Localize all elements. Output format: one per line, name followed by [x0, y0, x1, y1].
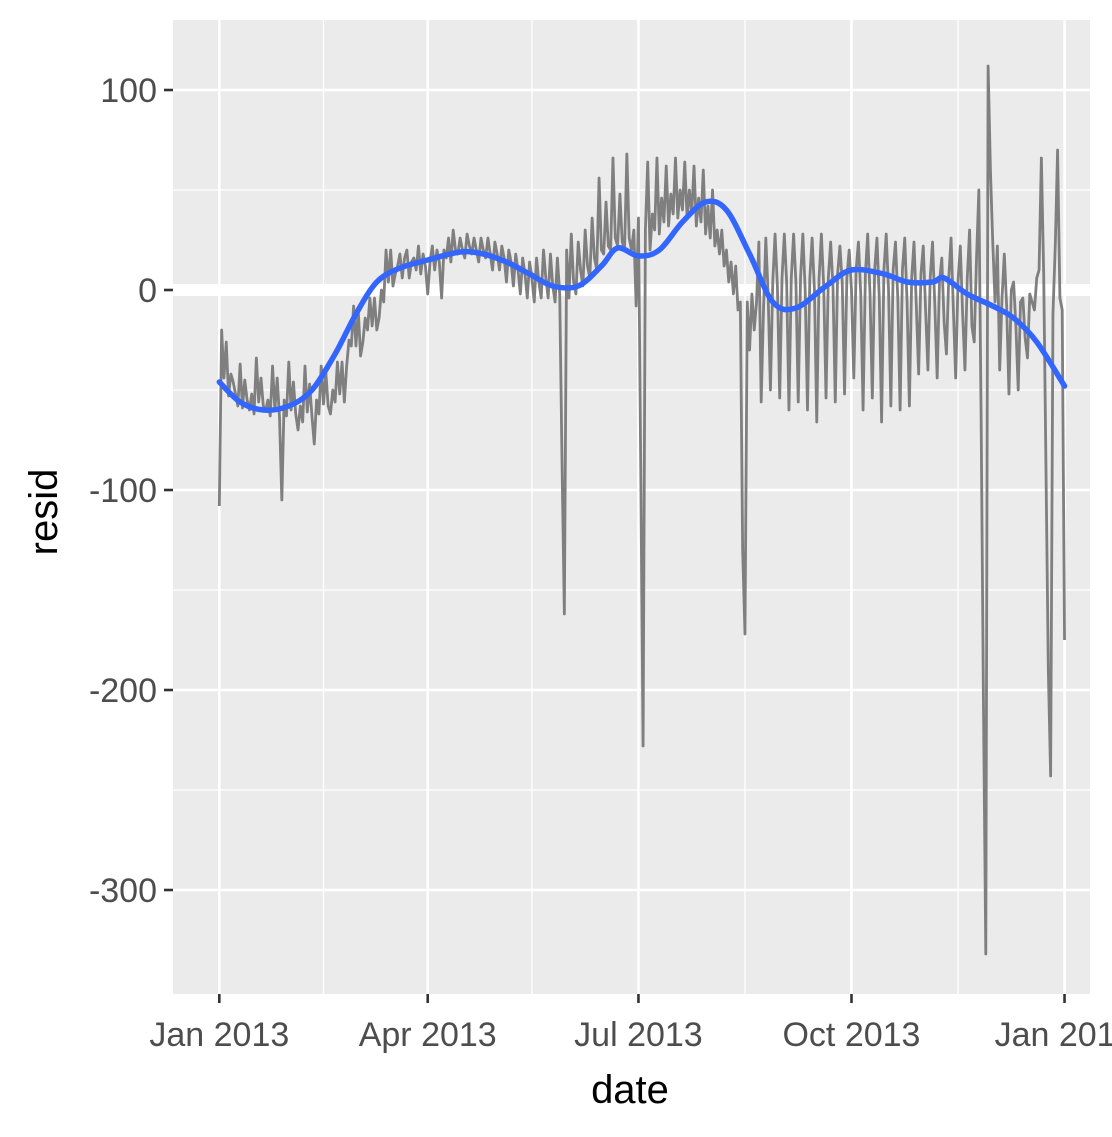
x-tick-label: Jan 2014 — [995, 1016, 1112, 1054]
x-tick-label: Jul 2013 — [574, 1016, 703, 1054]
plot-area — [216, 64, 1068, 956]
x-tick-label: Apr 2013 — [359, 1016, 497, 1054]
y-tick-label: 0 — [138, 272, 157, 310]
y-axis: 100 0 -100 -200 -300 — [89, 72, 173, 910]
smooth-line — [216, 198, 1068, 413]
y-axis-title: resid — [22, 469, 66, 556]
y-tick-label: -100 — [89, 472, 157, 510]
x-tick-label: Jan 2013 — [149, 1016, 289, 1054]
x-axis-title: date — [591, 1068, 669, 1112]
x-tick-label: Oct 2013 — [782, 1016, 920, 1054]
resid-line — [217, 64, 1066, 956]
x-axis: Jan 2013 Apr 2013 Jul 2013 Oct 2013 Jan 2014 — [149, 994, 1112, 1054]
y-tick-label: 100 — [100, 72, 157, 110]
y-tick-label: -200 — [89, 672, 157, 710]
panel-background — [173, 20, 1090, 994]
y-tick-label: -300 — [89, 872, 157, 910]
